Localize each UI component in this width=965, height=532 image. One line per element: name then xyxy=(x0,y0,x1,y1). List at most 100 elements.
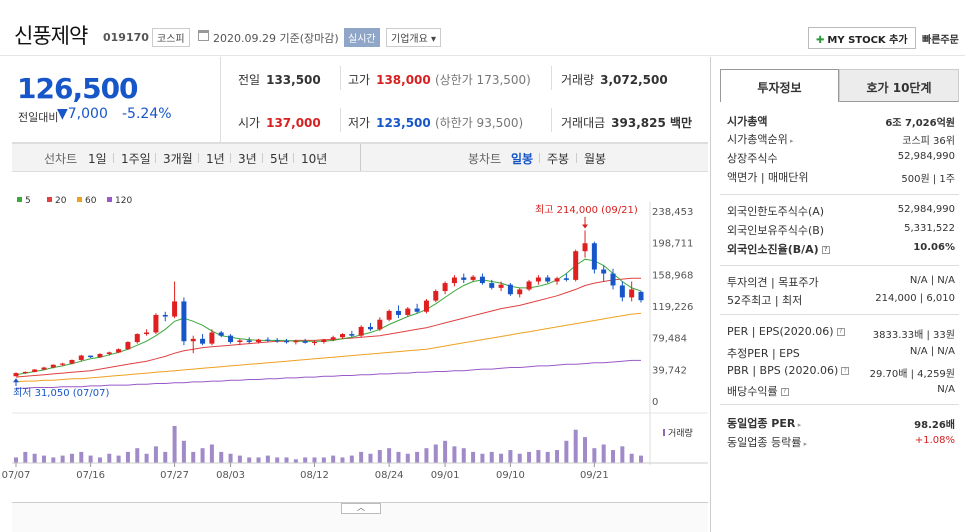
volume-bar xyxy=(629,453,634,463)
candle xyxy=(97,353,103,358)
divider xyxy=(551,66,552,90)
volume-bar xyxy=(163,451,168,463)
volume-bar xyxy=(144,453,149,463)
volume-bar xyxy=(489,451,494,463)
arrow-icon: ▸ xyxy=(801,440,808,448)
prev-close: 전일 133,500 xyxy=(238,73,321,87)
ma120-line xyxy=(16,359,641,389)
tab-investment-info[interactable]: 투자정보 xyxy=(720,69,839,102)
quick-order-link[interactable]: 빠른주문 xyxy=(922,35,959,46)
candle xyxy=(629,289,635,298)
candle-monthly[interactable]: 월봉 xyxy=(584,152,607,166)
volume-bar xyxy=(135,448,140,463)
help-icon[interactable]: ? xyxy=(836,328,845,336)
x-tick-label: 08/12 xyxy=(300,470,329,481)
volume-bar xyxy=(69,453,74,463)
candle-weekly[interactable]: 주봉 xyxy=(547,152,570,166)
info-value: N/A | N/A xyxy=(909,346,955,357)
market-badge: 코스피 xyxy=(152,28,190,47)
candle xyxy=(190,338,196,342)
help-icon[interactable]: ? xyxy=(780,388,789,396)
ma60-line xyxy=(15,312,642,383)
volume-bar xyxy=(293,459,298,463)
help-icon[interactable]: ? xyxy=(841,367,850,375)
candle xyxy=(106,352,112,354)
candle xyxy=(237,340,243,343)
y-tick-label: 79,484 xyxy=(652,334,687,345)
info-value: 6조 7,026억원 xyxy=(885,118,955,129)
candle-daily[interactable]: 일봉 xyxy=(511,152,534,166)
info-key: 52주최고 | 최저 xyxy=(727,294,803,307)
quote-date: 2020.09.29 기준(장마감) xyxy=(213,32,339,45)
volume-bar xyxy=(443,440,448,463)
x-tick-label: 07/27 xyxy=(160,470,189,481)
volume-bar xyxy=(527,451,532,463)
y-tick-label: 39,742 xyxy=(652,365,687,376)
legend-label: 60 xyxy=(85,196,97,206)
period-1y[interactable]: 1년 xyxy=(206,152,225,166)
volume-bar xyxy=(116,455,121,463)
period-3y[interactable]: 3년 xyxy=(238,152,257,166)
volume-bar xyxy=(433,444,438,463)
candle xyxy=(395,310,401,315)
x-tick-label: 09/21 xyxy=(580,470,609,481)
mystock-add-button[interactable]: ✚ MY STOCK 추가 xyxy=(808,27,916,49)
candle xyxy=(144,332,150,335)
collapse-toggle-button[interactable]: ︿ xyxy=(341,503,381,514)
x-tick-label: 07/16 xyxy=(76,470,105,481)
x-tick-label: 09/10 xyxy=(496,470,525,481)
volume-bar xyxy=(536,450,541,463)
realtime-button[interactable]: 실시간 xyxy=(344,28,380,47)
volume-bar xyxy=(517,453,522,463)
candle xyxy=(32,369,38,372)
period-1w[interactable]: 1주일 xyxy=(121,152,151,166)
info-key: 외국인소진율(B/A)? xyxy=(727,241,830,257)
period-10y[interactable]: 10년 xyxy=(301,152,328,166)
divider xyxy=(551,108,552,132)
period-1d[interactable]: 1일 xyxy=(88,152,107,166)
candle xyxy=(591,243,597,270)
candle xyxy=(330,337,336,340)
company-name: 신풍제약 xyxy=(14,24,88,48)
volume-bar xyxy=(23,451,28,463)
period-3m[interactable]: 3개월 xyxy=(163,152,193,166)
volume-bar xyxy=(555,450,560,463)
info-key[interactable]: 동일업종 PER ▸ xyxy=(727,417,802,430)
period-5y[interactable]: 5년 xyxy=(270,152,289,166)
candle xyxy=(619,285,625,298)
info-key[interactable]: 시가총액순위 ▸ xyxy=(727,133,794,146)
sep xyxy=(113,153,114,163)
price-chart[interactable]: 5 20 60 120 238,453 198,711 158,968 119,226 79,4… xyxy=(0,190,708,495)
info-value: 3833.33배 | 33원 xyxy=(872,330,955,341)
current-price: 126,500 xyxy=(17,72,139,105)
info-key[interactable]: 동일업종 등락률 ▸ xyxy=(727,436,808,449)
volume-bar xyxy=(359,451,364,463)
info-value: 10.06% xyxy=(913,242,955,253)
candle xyxy=(256,339,262,343)
help-icon[interactable]: ? xyxy=(821,246,830,254)
calendar-icon xyxy=(198,30,209,41)
candle xyxy=(498,284,504,288)
candle xyxy=(22,371,28,374)
info-key: 투자의견 | 목표주가 xyxy=(727,276,819,289)
volume-bar xyxy=(312,457,317,463)
candle xyxy=(638,291,644,301)
candle xyxy=(41,367,47,370)
diff-label: 전일대비 xyxy=(18,111,59,124)
info-value: 5,331,522 xyxy=(904,223,955,234)
divider xyxy=(340,108,341,132)
corp-overview-dropdown[interactable]: 기업개요 ▾ xyxy=(386,28,441,47)
candle xyxy=(414,308,420,312)
candle xyxy=(442,283,448,292)
volume-bar xyxy=(51,457,56,463)
x-tick-label: 07/07 xyxy=(2,470,31,481)
candle xyxy=(526,281,532,290)
max-annotation: 최고 214,000 (09/21) xyxy=(535,204,638,216)
tab-orderbook[interactable]: 호가 10단계 xyxy=(839,69,959,102)
info-key: 상장주식수 xyxy=(727,152,778,165)
sep xyxy=(576,153,577,163)
volume-legend-swatch xyxy=(663,429,665,436)
candle xyxy=(386,310,392,320)
volume-bar xyxy=(32,453,37,463)
volume-bar xyxy=(620,446,625,463)
